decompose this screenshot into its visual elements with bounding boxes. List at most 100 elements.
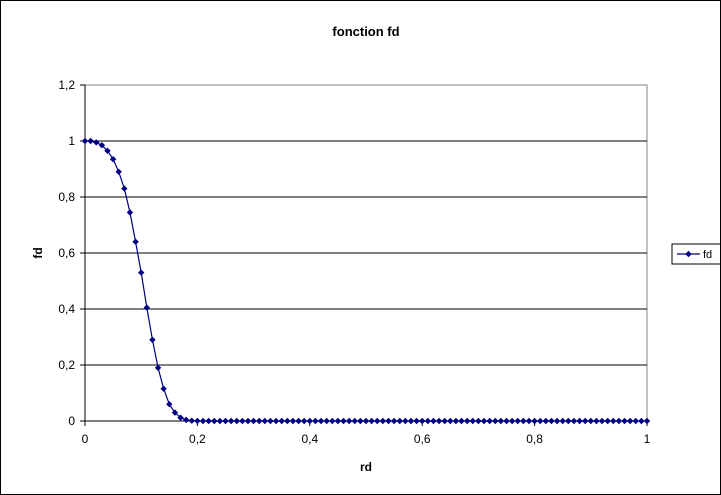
legend-label-fd: fd (703, 249, 712, 261)
chart-title: fonction fd (332, 24, 399, 39)
y-tick-label: 1,2 (58, 78, 75, 92)
data-point (402, 417, 409, 425)
data-point (267, 417, 274, 425)
data-point (345, 417, 353, 425)
data-point (149, 336, 156, 343)
data-point (638, 417, 645, 425)
data-point (548, 417, 555, 425)
data-point (351, 417, 358, 425)
data-point (261, 417, 269, 425)
data-point (587, 417, 594, 425)
data-point (98, 142, 106, 149)
data-point (565, 417, 572, 425)
y-tick-label: 0,2 (58, 358, 75, 372)
data-point (194, 417, 201, 425)
series-fd (81, 137, 651, 425)
data-point (132, 238, 139, 245)
data-point (626, 417, 634, 425)
data-point (407, 417, 415, 425)
y-tick-label: 0,8 (58, 190, 75, 204)
data-point (323, 417, 330, 425)
data-point (216, 417, 224, 425)
x-tick-label: 0,4 (301, 432, 318, 446)
data-point (357, 417, 364, 425)
data-point (227, 417, 235, 425)
legend-marker (685, 250, 692, 258)
data-point (284, 417, 291, 425)
data-point (289, 417, 297, 425)
data-point (581, 417, 589, 425)
data-point (452, 417, 460, 425)
x-tick-label: 1 (644, 432, 651, 446)
data-point (121, 185, 128, 192)
data-point (334, 417, 342, 425)
data-point (413, 417, 420, 425)
data-point (492, 417, 499, 425)
x-axis-title: rd (360, 460, 372, 474)
data-point (278, 417, 285, 425)
data-point (632, 417, 639, 425)
data-point (424, 417, 432, 425)
data-point (188, 417, 195, 424)
data-point (486, 417, 493, 425)
data-point (435, 417, 443, 425)
data-point (199, 417, 207, 425)
data-point (222, 417, 229, 425)
data-point (514, 417, 521, 425)
data-point (87, 137, 94, 145)
data-point (312, 417, 319, 425)
data-point (368, 417, 375, 425)
data-point (374, 417, 381, 425)
data-point (559, 417, 566, 425)
data-point (480, 417, 488, 425)
x-tick-label: 0 (82, 432, 89, 446)
y-axis-title: fd (31, 247, 45, 258)
data-point (171, 409, 179, 416)
data-point (441, 417, 448, 425)
plot-area: 0 0,2 0,4 0,6 0,8 1 0 0,2 0,4 0,6 0,8 1 1,2 (58, 78, 650, 446)
data-point (520, 417, 527, 425)
x-tick-label: 0,8 (526, 432, 543, 446)
y-tick-label: 0,6 (58, 246, 75, 260)
data-point (233, 417, 240, 425)
legend: fd (671, 243, 720, 265)
data-point (497, 417, 505, 425)
data-point (177, 414, 184, 421)
data-point (160, 385, 167, 392)
data-point (458, 417, 465, 425)
data-point (593, 417, 600, 425)
data-point (115, 168, 122, 175)
data-point (306, 417, 313, 425)
data-point (643, 417, 651, 425)
x-tick-label: 0,2 (189, 432, 206, 446)
x-tick-label: 0,6 (414, 432, 431, 446)
data-point (362, 417, 370, 425)
data-point (621, 417, 628, 425)
data-point (604, 417, 611, 425)
data-point (143, 304, 151, 311)
x-axis-ticks: 0 0,2 0,4 0,6 0,8 1 (82, 421, 651, 446)
data-point (390, 417, 398, 425)
data-point (300, 417, 308, 425)
data-point (81, 137, 89, 145)
data-point (537, 417, 544, 425)
data-point (239, 417, 246, 425)
data-point (211, 417, 218, 425)
data-point (576, 417, 583, 425)
data-point (250, 417, 257, 425)
data-point (542, 417, 550, 425)
data-point (396, 417, 403, 425)
data-point (256, 417, 263, 425)
data-point (615, 417, 623, 425)
data-point (610, 417, 617, 425)
data-point (525, 417, 533, 425)
data-point (598, 417, 606, 425)
data-point (182, 416, 190, 424)
data-point (430, 417, 437, 425)
data-point (340, 417, 347, 425)
data-point (447, 417, 454, 425)
y-tick-label: 1 (68, 134, 75, 148)
data-point (104, 147, 111, 154)
gridlines (85, 140, 647, 366)
data-point (138, 269, 145, 276)
